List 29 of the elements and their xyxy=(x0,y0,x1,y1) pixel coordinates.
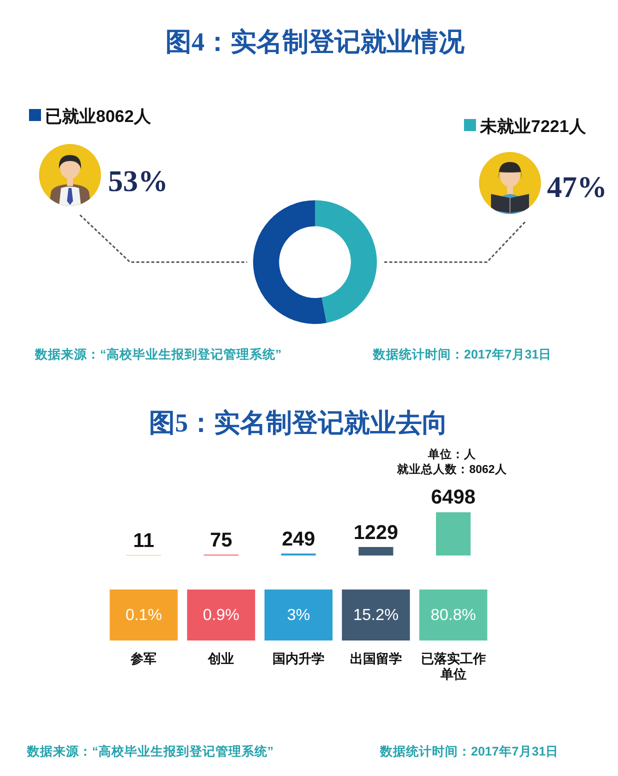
data-label: 249 xyxy=(282,528,316,550)
x-tick-label: 国内升学 xyxy=(272,650,324,666)
text: 0.9% xyxy=(202,606,240,624)
text: 15.2% xyxy=(353,606,399,624)
x-tick-label: 参军 xyxy=(130,650,157,666)
data-label: 53% xyxy=(108,165,168,198)
text: 3% xyxy=(286,606,310,624)
bar xyxy=(358,546,394,556)
data-label: 1229 xyxy=(354,522,398,544)
x-tick-label: 已落实工作单位 xyxy=(420,650,486,682)
text: 80.8% xyxy=(430,606,476,624)
text: 单位：人 xyxy=(427,447,477,462)
chart-title: 图5：实名制登记就业去向 xyxy=(149,408,448,438)
source-note: 数据来源：“高校毕业生报到登记管理系统” xyxy=(34,346,282,362)
text: 数据统计时间：2017年7月31日 xyxy=(379,743,559,758)
legend-label: 已就业8062人 xyxy=(45,107,152,126)
chart-title: 图4：实名制登记就业情况 xyxy=(166,27,466,56)
text: 数据统计时间：2017年7月31日 xyxy=(372,346,552,362)
text: 就业总人数：8062人 xyxy=(396,462,508,476)
legend-label: 未就业7221人 xyxy=(479,117,587,136)
source-note: 数据来源：“高校毕业生报到登记管理系统” xyxy=(26,743,274,758)
x-tick-label: 创业 xyxy=(207,650,234,666)
data-label: 11 xyxy=(133,530,154,552)
text: 0.1% xyxy=(125,606,162,624)
data-label: 47% xyxy=(547,171,607,204)
data-label: 75 xyxy=(210,530,232,552)
data-label: 6498 xyxy=(431,486,476,509)
bar xyxy=(436,512,471,556)
x-tick-label: 出国留学 xyxy=(350,650,402,666)
